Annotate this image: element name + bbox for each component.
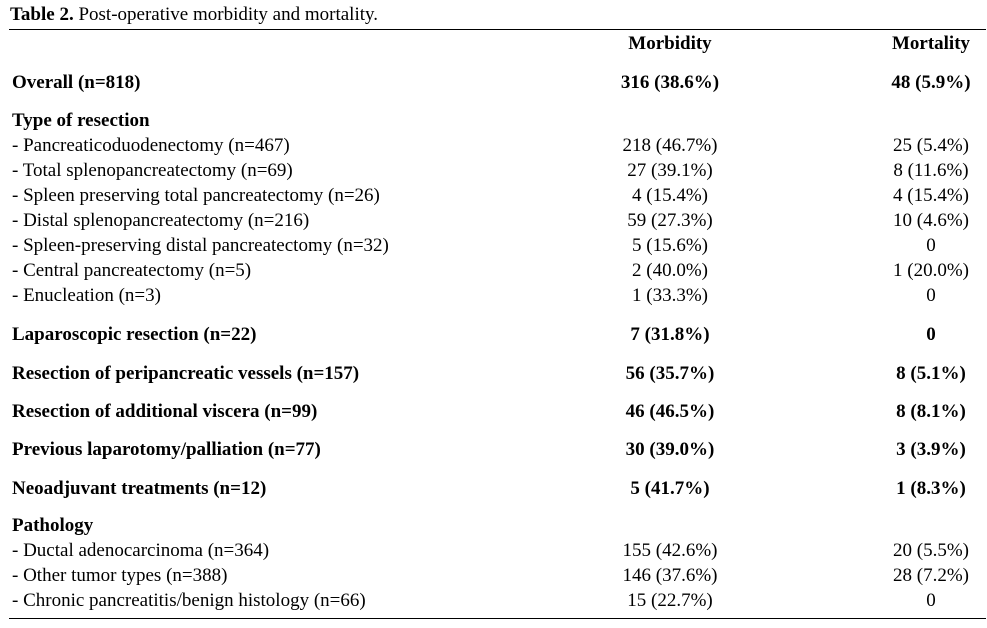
section-heading: Pathology (12, 515, 94, 536)
row-label: Resection of peripancreatic vessels (n=1… (12, 363, 360, 384)
row-mortality: 0 (926, 235, 936, 256)
header-morbidity: Morbidity (628, 33, 712, 54)
row-mortality: 28 (7.2%) (893, 565, 969, 586)
section-heading: Type of resection (12, 110, 150, 131)
table-caption-number: Table 2. (10, 4, 74, 25)
row-mortality: 25 (5.4%) (893, 135, 969, 156)
row-mortality: 0 (926, 324, 936, 345)
row-label: Neoadjuvant treatments (n=12) (12, 478, 267, 499)
row-morbidity: 46 (46.5%) (625, 401, 715, 422)
row-mortality: 8 (8.1%) (896, 401, 966, 422)
row-mortality: 3 (3.9%) (896, 439, 966, 460)
row-mortality: 10 (4.6%) (893, 210, 969, 231)
row-morbidity: 15 (22.7%) (627, 590, 713, 611)
table-caption-text: Post-operative morbidity and mortality. (73, 4, 379, 25)
row-label: - Pancreaticoduodenectomy (n=467) (12, 135, 290, 156)
row-label: - Chronic pancreatitis/benign histology … (12, 590, 366, 611)
table-caption: Table 2. Post-operative morbidity and mo… (10, 4, 378, 26)
header-mortality: Mortality (891, 33, 971, 54)
row-label: - Enucleation (n=3) (12, 285, 161, 306)
row-morbidity: 316 (38.6%) (620, 72, 720, 93)
row-morbidity: 155 (42.6%) (622, 540, 718, 561)
row-mortality: 0 (926, 285, 936, 306)
row-label: - Central pancreatectomy (n=5) (12, 260, 252, 281)
row-morbidity: 5 (41.7%) (630, 478, 710, 499)
row-mortality: 1 (8.3%) (896, 478, 966, 499)
row-morbidity: 7 (31.8%) (630, 324, 710, 345)
row-label: - Spleen-preserving distal pancreatectom… (12, 235, 389, 256)
row-label: Previous laparotomy/palliation (n=77) (12, 439, 321, 460)
row-label: - Other tumor types (n=388) (12, 565, 228, 586)
row-morbidity: 30 (39.0%) (625, 439, 715, 460)
row-label: Overall (n=818) (12, 72, 141, 93)
table-bottom-rule (9, 618, 986, 619)
row-mortality: 0 (926, 590, 936, 611)
row-label: - Distal splenopancreatectomy (n=216) (12, 210, 310, 231)
row-label: - Total splenopancreatectomy (n=69) (12, 160, 293, 181)
row-mortality: 20 (5.5%) (893, 540, 969, 561)
row-morbidity: 56 (35.7%) (625, 363, 715, 384)
row-morbidity: 59 (27.3%) (627, 210, 713, 231)
row-label: - Spleen preserving total pancreatectomy… (12, 185, 380, 206)
row-morbidity: 27 (39.1%) (627, 160, 713, 181)
row-morbidity: 1 (33.3%) (632, 285, 708, 306)
row-mortality: 4 (15.4%) (893, 185, 969, 206)
row-morbidity: 2 (40.0%) (632, 260, 708, 281)
row-mortality: 8 (11.6%) (893, 160, 969, 181)
row-morbidity: 146 (37.6%) (622, 565, 718, 586)
row-label: - Ductal adenocarcinoma (n=364) (12, 540, 270, 561)
row-morbidity: 5 (15.6%) (632, 235, 708, 256)
row-mortality: 1 (20.0%) (893, 260, 969, 281)
row-label: Resection of additional viscera (n=99) (12, 401, 318, 422)
row-mortality: 48 (5.9%) (891, 72, 971, 93)
table-top-rule (9, 29, 986, 30)
row-morbidity: 218 (46.7%) (622, 135, 718, 156)
row-morbidity: 4 (15.4%) (632, 185, 708, 206)
row-mortality: 8 (5.1%) (896, 363, 966, 384)
row-label: Laparoscopic resection (n=22) (12, 324, 257, 345)
